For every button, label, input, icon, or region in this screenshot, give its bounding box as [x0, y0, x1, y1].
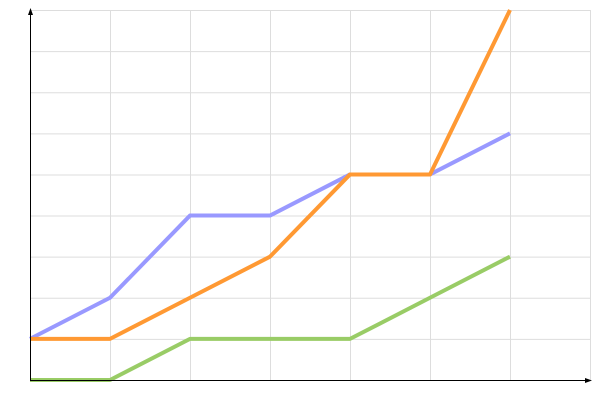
x-axis-arrow-icon — [585, 378, 592, 383]
axes — [28, 8, 592, 383]
y-axis-arrow-icon — [28, 8, 33, 15]
grid — [30, 10, 591, 380]
series-line-2 — [30, 9, 512, 341]
